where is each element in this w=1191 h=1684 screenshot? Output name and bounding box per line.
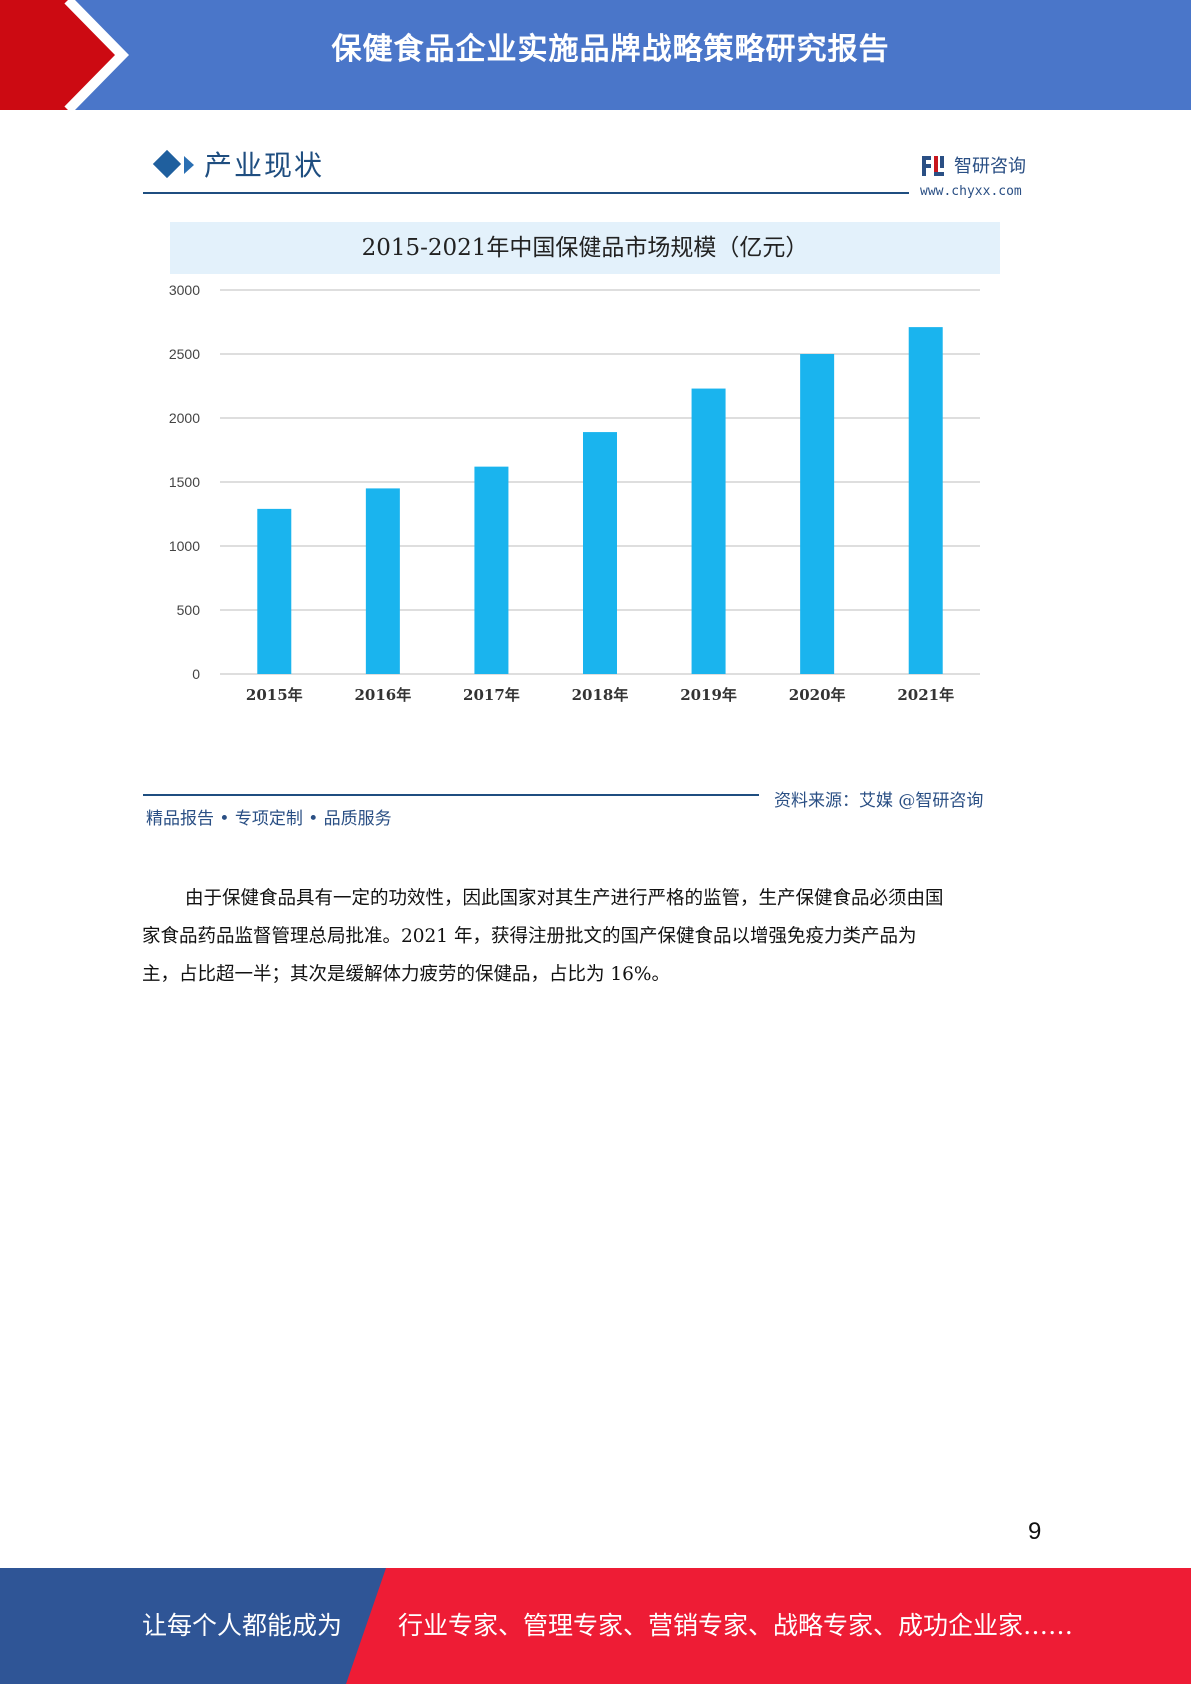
y-tick-label: 2000 [169,410,200,426]
bar [583,432,617,674]
chart-figure: 产业现状 智研咨询 www.chyxx.com 2015-2021年中国保健品市… [140,140,1046,830]
figure-footer-divider [143,794,759,796]
body-paragraph: 由于保健食品具有一定的功效性，因此国家对其生产进行严格的监管，生产保健食品必须由… [142,880,1047,994]
y-tick-label: 1000 [169,538,200,554]
bar-chart: 0 500 1000 1500 2000 2500 3000 2015年 2016年 2017年 2… [169,282,980,704]
x-tick-label: 2017年 [463,686,520,704]
bar [691,388,726,674]
y-tick-label: 2500 [169,346,200,362]
paragraph-line: 由于保健食品具有一定的功效性，因此国家对其生产进行严格的监管，生产保健食品必须由… [185,888,944,909]
bar [474,466,509,674]
brand-name: 智研咨询 [954,156,1026,177]
section-title: 产业现状 [204,149,325,182]
y-tick-label: 3000 [169,282,200,298]
x-tick-label: 2018年 [572,686,629,704]
x-tick-label: 2015年 [246,686,303,704]
x-tick-label: 2021年 [897,686,954,704]
section-header: 产业现状 智研咨询 www.chyxx.com [140,140,1046,200]
y-tick-label: 500 [177,602,201,618]
footer-background [0,1568,1191,1684]
x-tick-label: 2019年 [680,686,737,704]
diamond-icon [152,149,182,179]
footer-banner: 让每个人都能成为 行业专家、管理专家、营销专家、战略专家、成功企业家…… [0,1568,1191,1684]
footer-slogan-right: 行业专家、管理专家、营销专家、战略专家、成功企业家…… [398,1611,1074,1640]
arrow-icon [184,156,194,174]
brand-url: www.chyxx.com [920,184,1022,199]
paragraph-line: 家食品药品监督管理总局批准。2021 年，获得注册批文的国产保健食品以增强免疫力… [142,926,917,947]
chart-title: 2015-2021年中国保健品市场规模（亿元） [361,235,809,261]
chart-title-band [170,222,1000,274]
brand-logo-icon [922,156,944,176]
x-tick-label: 2020年 [789,686,846,704]
header-banner: 保健食品企业实施品牌战略策略研究报告 [0,0,1191,110]
report-title: 保健食品企业实施品牌战略策略研究报告 [331,32,890,67]
bar [908,327,943,674]
bar [257,508,292,674]
paragraph-line: 主，占比超一半；其次是缓解体力疲劳的保健品，占比为 16%。 [142,964,671,985]
section-divider [143,192,909,194]
bar [800,354,835,674]
header-red-chevron [0,0,130,110]
y-tick-label: 0 [192,666,200,682]
data-source: 资料来源：艾媒 @智研咨询 [774,791,984,811]
figure-footer-slogan: 精品报告 • 专项定制 • 品质服务 [146,809,392,829]
x-tick-label: 2016年 [354,686,411,704]
bar [365,488,400,674]
y-tick-label: 1500 [169,474,200,490]
page-number: 9 [1028,1518,1042,1545]
footer-slogan-left: 让每个人都能成为 [142,1611,343,1640]
